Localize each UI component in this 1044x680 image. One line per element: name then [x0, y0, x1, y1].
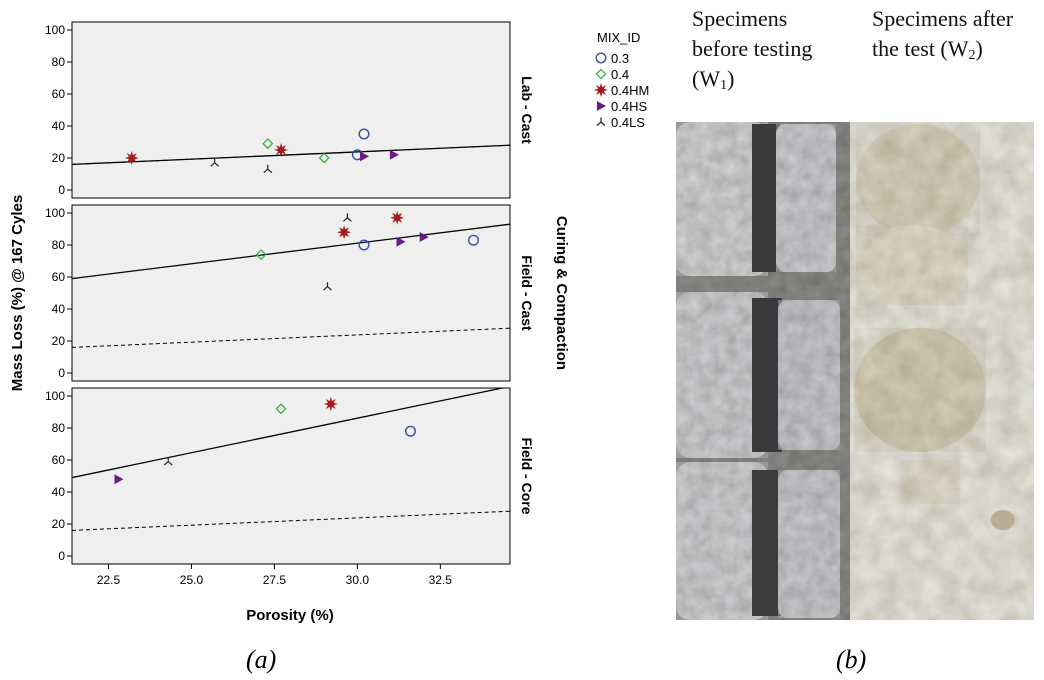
y-tick-label: 100 [45, 206, 65, 220]
legend-entry-0-4LS: 0.4LS [596, 115, 645, 130]
data-point-0-4LS [263, 164, 273, 174]
caption-before-line-3: (W1) [692, 66, 735, 93]
y-tick-label: 80 [52, 238, 66, 252]
caption-before-line-1: Specimens [692, 6, 788, 31]
panel-label: Lab - Cast [519, 76, 535, 144]
data-point-0-4HS [114, 474, 124, 485]
x-axis: 22.5 25.0 27.5 30.0 32.5 [97, 564, 452, 587]
panel-label: Field - Core [519, 437, 535, 514]
specimen-photo [676, 122, 1034, 620]
reference-line [72, 510, 510, 531]
data-point-0-4LS [323, 282, 332, 291]
data-point-0-4HS [419, 232, 429, 242]
panel-frame [71, 387, 511, 565]
plot-area [72, 128, 510, 174]
data-point-0-4 [318, 152, 330, 164]
y-tick-label: 80 [52, 421, 66, 435]
x-tick-label: 25.0 [180, 573, 204, 587]
data-point-0-4HM [323, 396, 338, 412]
y-tick-label: 0 [58, 183, 65, 197]
caption-after-line-2: the test (W2) [872, 36, 983, 63]
y-tick-label: 40 [52, 302, 66, 316]
y-tick-label: 100 [45, 23, 65, 37]
data-point-0-4HS [389, 149, 399, 160]
y-tick-label: 0 [58, 549, 65, 563]
y-tick-label: 100 [45, 389, 65, 403]
x-tick-label: 22.5 [97, 573, 121, 587]
legend-marker [595, 52, 607, 64]
data-point-0-4LS [343, 213, 352, 222]
panel-field-cast: 0 20 40 60 80 100 Field - Cast [45, 204, 535, 382]
legend-entry-0-4HS: 0.4HS [597, 99, 647, 114]
subfigure-label-a: (a) [246, 645, 276, 674]
x-tick-label: 32.5 [429, 573, 453, 587]
data-point-0-4HS [396, 236, 406, 247]
legend-label: 0.4HS [611, 99, 647, 114]
y-tick-label: 60 [52, 453, 66, 467]
panels: 0 20 40 60 80 100 Lab - Cast 0 20 40 60 80 100 Field … [45, 21, 535, 565]
data-point-0-4 [262, 138, 274, 150]
subfigure-label-b: (b) [836, 645, 866, 674]
x-axis-label: Porosity (%) [246, 607, 334, 624]
plot-area [72, 210, 510, 348]
data-point-0-4 [275, 403, 287, 415]
fit-line [72, 223, 510, 280]
data-point-0-3 [468, 234, 480, 246]
data-point-0-3 [404, 425, 416, 437]
y-tick-label: 20 [52, 517, 66, 531]
data-point-0-4 [255, 249, 267, 261]
panel-frame [71, 21, 511, 199]
data-point-0-3 [358, 239, 370, 251]
data-point-0-4HS [360, 151, 369, 162]
y-tick-label: 40 [52, 119, 66, 133]
legend-title: MIX_ID [597, 30, 640, 45]
y-tick-label: 0 [58, 366, 65, 380]
legend-marker [597, 101, 606, 111]
y-axis-label: Mass Loss (%) @ 167 Cyles [9, 195, 26, 391]
y-tick-label: 80 [52, 55, 66, 69]
legend-marker [596, 117, 606, 126]
data-point-0-4HM [273, 142, 289, 158]
legend-label: 0.4LS [611, 115, 645, 130]
data-point-0-4HM [124, 150, 139, 166]
caption-after-line-1: Specimens after [872, 6, 1014, 31]
specimens-before-testing [676, 122, 840, 620]
x-tick-label: 30.0 [346, 573, 370, 587]
plot-area [72, 388, 510, 531]
data-point-0-4LS [210, 158, 220, 167]
fit-line [72, 144, 510, 166]
legend-entry-0-3: 0.3 [595, 51, 629, 66]
panel-frame [71, 204, 511, 382]
panel-field-core: 0 20 40 60 80 100 Field - Core [45, 387, 535, 565]
fit-line [72, 388, 506, 479]
legend-entry-0-4HM: 0.4HM [593, 82, 649, 98]
caption-before-line-2: before testing [692, 36, 813, 61]
panel-label: Field - Cast [519, 255, 535, 331]
legend-marker [593, 82, 609, 98]
data-point-0-4HM [336, 225, 352, 240]
specimens-after-test [854, 124, 1015, 530]
caption-before-testing: Specimens before testing (W1) [692, 4, 812, 101]
data-point-0-4LS [163, 457, 173, 466]
y-tick-label: 20 [52, 151, 66, 165]
facet-title: Curing & Compaction [553, 216, 570, 370]
y-tick-label: 60 [52, 87, 66, 101]
legend-entry-0-4: 0.4 [595, 67, 629, 82]
legend-label: 0.4HM [611, 83, 649, 98]
data-point-0-3 [358, 128, 370, 140]
legend-label: 0.3 [611, 51, 629, 66]
caption-after-test: Specimens after the test (W2) [872, 4, 1013, 71]
y-tick-label: 20 [52, 334, 66, 348]
legend-label: 0.4 [611, 67, 629, 82]
legend-marker [595, 68, 607, 80]
x-tick-label: 27.5 [263, 573, 287, 587]
panel-lab-cast: 0 20 40 60 80 100 Lab - Cast [45, 21, 535, 199]
data-point-0-4HM [390, 210, 405, 225]
y-tick-label: 60 [52, 270, 66, 284]
y-tick-label: 40 [52, 485, 66, 499]
reference-line [72, 327, 510, 348]
